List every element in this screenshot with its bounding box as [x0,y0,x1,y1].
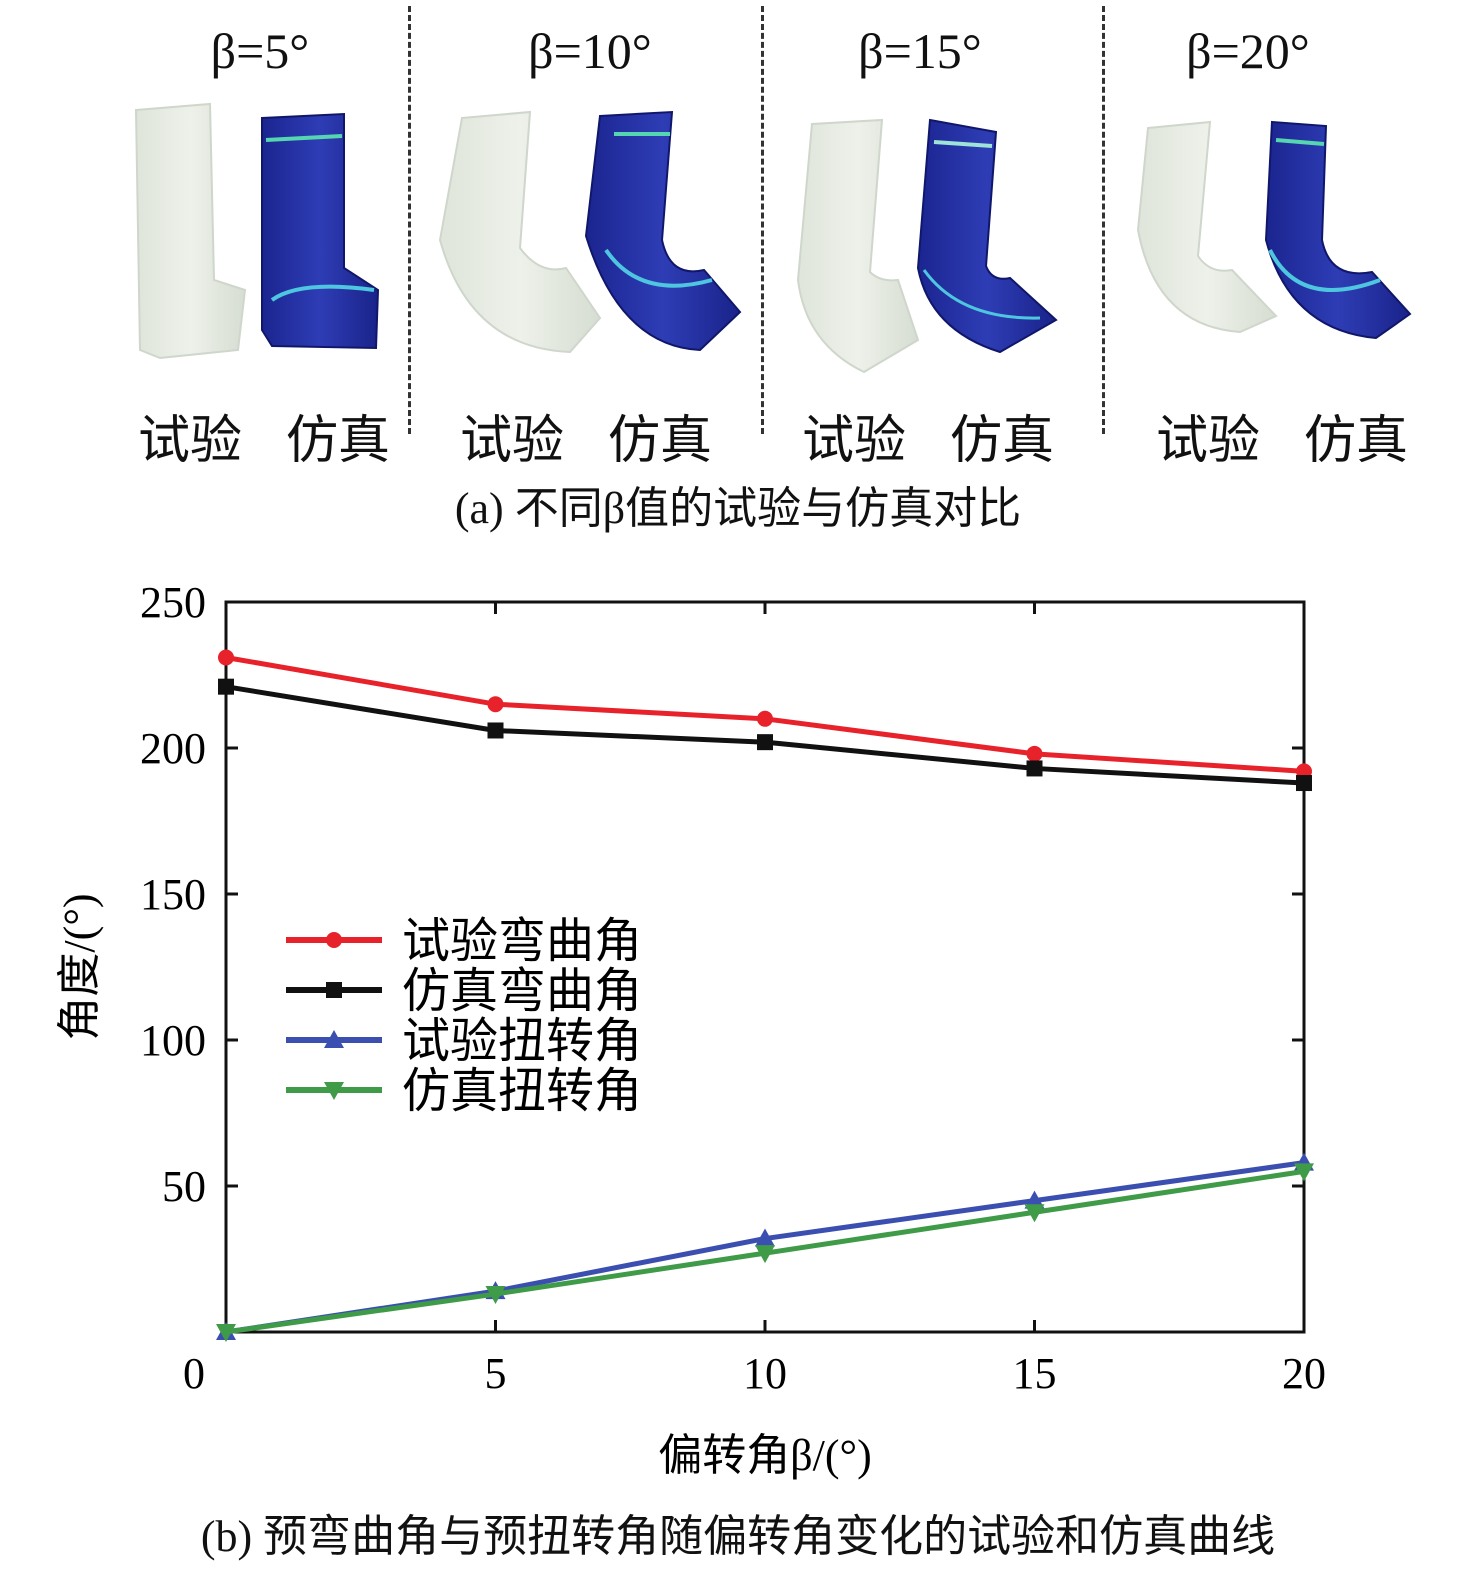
series-2 [218,678,1312,792]
legend-swatch-marker [326,932,342,948]
data-point [218,678,234,695]
data-point [218,649,234,666]
data-point [1294,1163,1314,1182]
beta-label-1: β=5° [210,23,310,79]
fem-actuator-render-2 [584,110,742,352]
data-point [1026,745,1043,762]
y-tick-label: 50 [162,1162,206,1211]
data-point [755,1245,775,1264]
data-point [1024,1204,1045,1223]
x-tick-label: 5 [485,1349,507,1398]
series-4 [216,1163,1314,1342]
experiment-label-1: 试验 [137,413,242,470]
group-divider [408,6,411,434]
line-chart: 0 5 10 15 20 50 100 150 200 250 试验弯曲角仿真弯曲角试验扭转角仿真… [55,578,1326,1480]
x-tick-label: 10 [743,1349,787,1398]
data-point [757,734,773,751]
panel-a-caption: (a) 不同β值的试验与仿真对比 [454,484,1022,533]
legend-swatch-marker [326,982,342,998]
legend-label: 试验扭转角 [402,1015,642,1068]
legend-item-4: 仿真扭转角 [286,1065,642,1118]
silicone-actuator-photo-2 [438,110,602,354]
beta-label-4: β=20° [1186,23,1310,79]
fem-actuator-render-4 [1264,120,1412,340]
legend-label: 仿真弯曲角 [402,965,642,1018]
data-point [487,696,504,713]
legend-swatch-marker [324,1082,344,1100]
experiment-label-2: 试验 [459,413,564,470]
fem-actuator-render-1 [261,112,380,350]
y-axis-label: 角度/(°) [55,893,104,1040]
data-point [487,722,504,739]
beta-label-2: β=10° [528,23,652,79]
legend-item-1: 试验弯曲角 [286,915,642,968]
data-point [216,1324,236,1342]
y-tick-label: 250 [140,578,206,627]
fem-actuator-render-3 [916,118,1058,354]
data-point [1296,775,1312,792]
axis-ticks: 0 5 10 15 20 50 100 150 200 250 [140,578,1326,1398]
simulation-label-4: 仿真 [1303,413,1408,470]
data-point [485,1286,506,1305]
panel-a-figures [134,102,1412,374]
y-tick-label: 100 [140,1016,206,1065]
data-point [757,710,773,727]
silicone-actuator-photo-3 [796,118,920,374]
x-axis-label: 偏转角β/(°) [658,1431,872,1480]
y-tick-label: 150 [140,870,206,919]
legend-item-3: 试验扭转角 [286,1015,642,1068]
silicone-actuator-photo-4 [1136,120,1278,334]
data-point [1026,760,1043,777]
y-tick-label: 200 [140,724,206,773]
legend-item-2: 仿真弯曲角 [286,965,642,1018]
data-point [755,1228,775,1247]
legend-swatch-marker [324,1030,344,1048]
experiment-label-3: 试验 [801,413,906,470]
series-layer [216,649,1314,1342]
simulation-label-3: 仿真 [949,413,1054,470]
data-point [1024,1190,1045,1209]
legend-label: 仿真扭转角 [402,1065,642,1118]
silicone-actuator-photo-1 [134,102,247,360]
x-tick-label: 0 [183,1349,205,1398]
simulation-label-1: 仿真 [285,413,390,470]
panel-b-caption: (b) 预弯曲角与预扭转角随偏转角变化的试验和仿真曲线 [200,1512,1276,1561]
experiment-label-4: 试验 [1155,413,1260,470]
simulation-label-2: 仿真 [607,413,712,470]
legend-label: 试验弯曲角 [402,915,642,968]
x-tick-label: 20 [1282,1349,1326,1398]
group-divider [1102,6,1105,434]
panel-a: β=5° β=10° β=15° β=20° 试验 仿真 试验 仿真 试验 仿真… [0,0,1476,560]
group-divider [761,6,764,434]
beta-label-3: β=15° [858,23,982,79]
x-tick-label: 15 [1013,1349,1057,1398]
